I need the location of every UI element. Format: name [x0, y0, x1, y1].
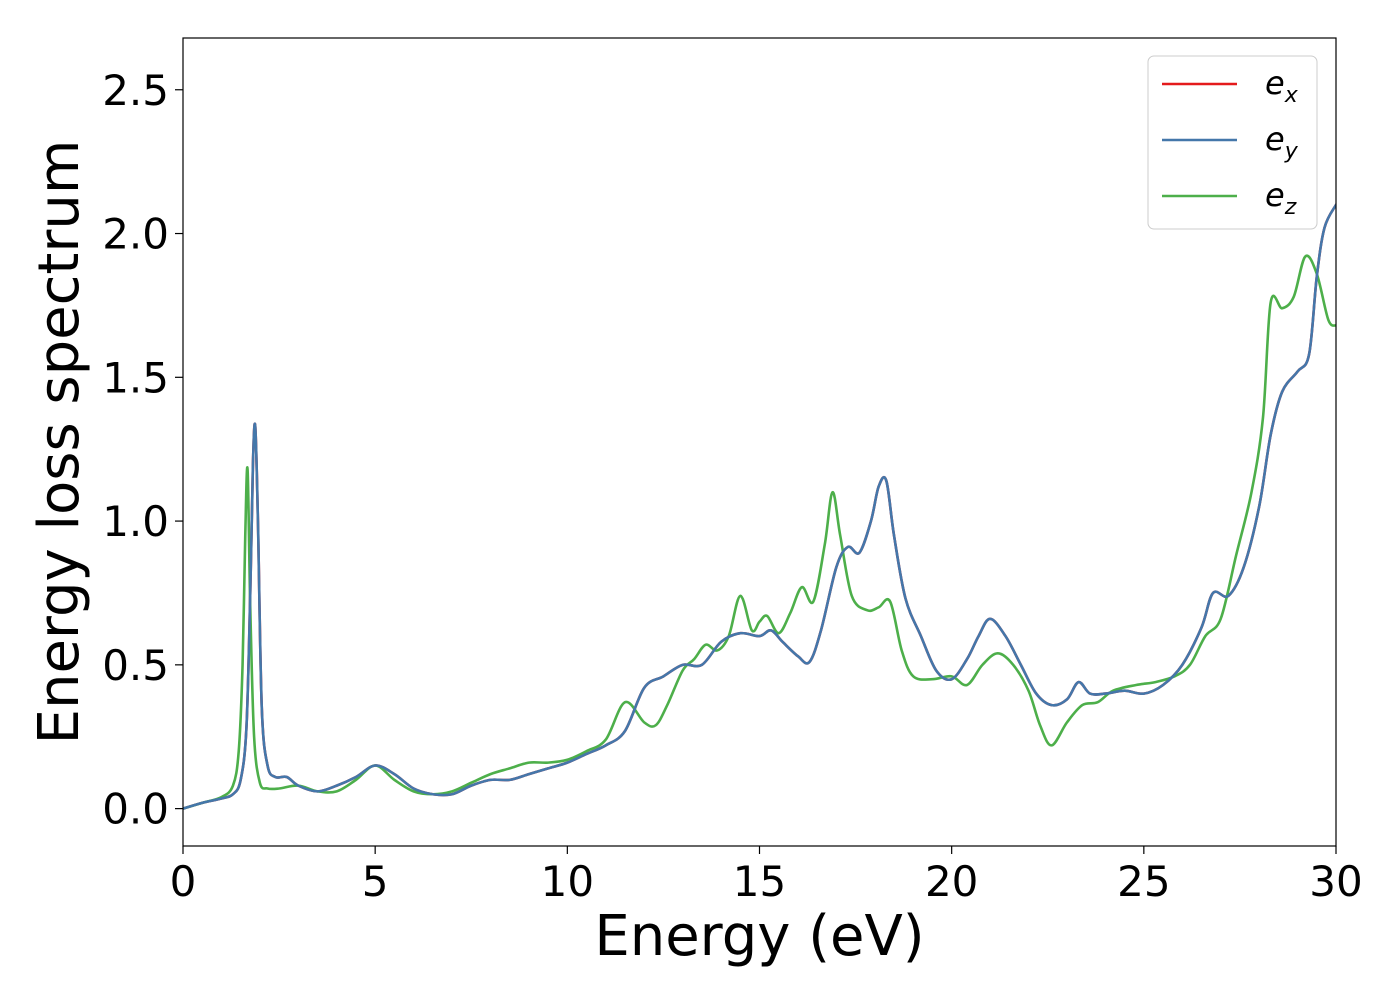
x-tick-label: 10 [541, 857, 594, 906]
series-line-ey [183, 203, 1336, 810]
x-tick-label: 30 [1309, 857, 1362, 906]
series-layer [183, 203, 1336, 810]
y-axis-ticks: 0.0 0.5 1.0 1.5 2.0 2.5 [102, 66, 183, 834]
legend-label-main: e [1265, 176, 1285, 214]
x-tick-label: 0 [170, 857, 197, 906]
x-tick-label: 15 [733, 857, 786, 906]
legend-label-ex: ex [1265, 64, 1299, 108]
y-tick-label: 1.5 [102, 353, 169, 402]
series-line-ez [183, 254, 1336, 810]
x-tick-label: 5 [362, 857, 389, 906]
y-axis-title: Energy loss spectrum [27, 140, 92, 745]
y-tick-label: 2.0 [102, 210, 169, 259]
legend-label-ez: ez [1265, 176, 1297, 220]
x-tick-label: 25 [1117, 857, 1170, 906]
legend-label-subscript: y [1284, 139, 1299, 164]
x-axis-ticks: 0 5 10 15 20 25 30 [170, 846, 1363, 906]
legend-box [1147, 55, 1318, 230]
x-tick-label: 20 [925, 857, 978, 906]
series-line-ex [183, 203, 1336, 810]
y-tick-label: 1.0 [102, 497, 169, 546]
y-tick-label: 0.0 [102, 785, 169, 834]
y-tick-label: 2.5 [102, 66, 169, 115]
y-tick-label: 0.5 [102, 641, 169, 690]
legend-label-subscript: x [1284, 83, 1299, 108]
legend-label-subscript: z [1284, 195, 1297, 220]
legend-label-main: e [1265, 64, 1285, 102]
x-axis-title: Energy (eV) [594, 904, 924, 969]
legend-label-main: e [1265, 120, 1285, 158]
legend-label-ey: ey [1265, 120, 1299, 164]
